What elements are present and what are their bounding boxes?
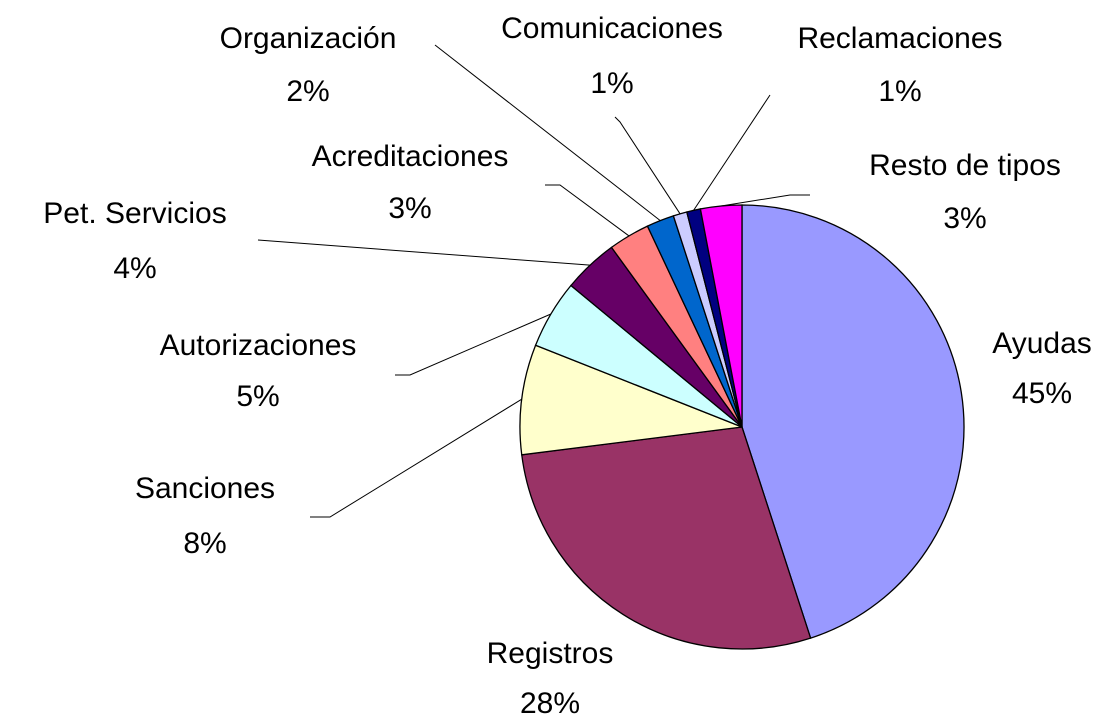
leader-line xyxy=(614,116,681,215)
slice-label: Resto de tipos xyxy=(869,149,1061,182)
leader-line xyxy=(395,313,552,376)
slice-label: Registros xyxy=(487,637,614,670)
leader-line xyxy=(310,398,523,518)
pie-slice xyxy=(741,204,965,639)
slice-value-label: 4% xyxy=(113,252,156,285)
leader-line xyxy=(721,194,810,207)
leader-line xyxy=(545,184,630,237)
slice-label: Pet. Servicios xyxy=(43,197,226,230)
slice-value-label: 3% xyxy=(943,202,986,235)
leader-line xyxy=(257,239,591,266)
slice-label: Ayudas xyxy=(992,327,1092,360)
slice-label: Comunicaciones xyxy=(501,12,723,45)
slice-value-label: 45% xyxy=(1012,377,1072,410)
slice-value-label: 3% xyxy=(388,192,431,225)
pie-slice xyxy=(519,344,743,456)
slice-value-label: 28% xyxy=(520,687,580,717)
slice-value-label: 8% xyxy=(183,527,226,560)
leader-line xyxy=(693,94,771,211)
slice-value-label: 5% xyxy=(236,380,279,413)
pie-slice xyxy=(699,204,743,428)
slice-value-label: 1% xyxy=(878,75,921,108)
slice-label: Reclamaciones xyxy=(797,22,1002,55)
leader-line xyxy=(434,44,661,221)
slice-value-label: 1% xyxy=(590,67,633,100)
slice-label: Autorizaciones xyxy=(160,329,357,362)
slice-label: Sanciones xyxy=(135,472,275,505)
slice-label: Organización xyxy=(220,22,397,55)
slice-value-label: 2% xyxy=(286,75,329,108)
pie-slice xyxy=(521,426,812,650)
slice-label: Acreditaciones xyxy=(312,140,509,173)
